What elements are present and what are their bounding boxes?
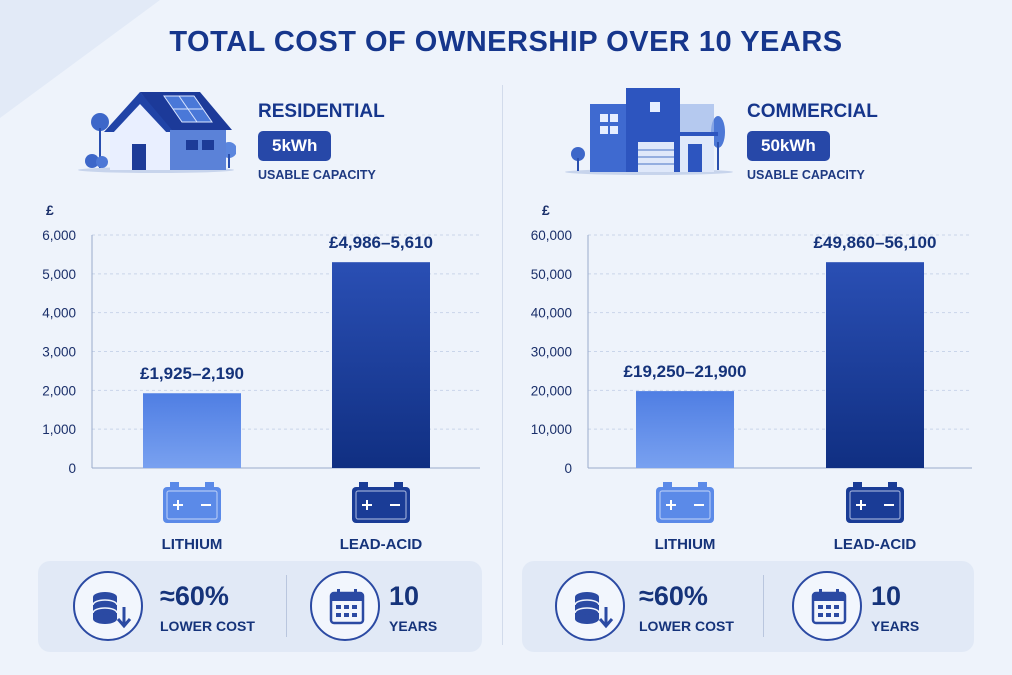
calendar-icon <box>792 571 862 641</box>
y-tick-label: 2,000 <box>42 383 76 398</box>
bar-lead-acid <box>826 262 924 468</box>
y-axis-unit-label: £ <box>542 202 550 218</box>
commercial-cost-chart: £0 10,000 20,000 30,000 40,000 50,000 60,000 £1… <box>531 202 972 553</box>
bar-data-label: £49,860–56,100 <box>814 233 937 252</box>
y-tick-label: 60,000 <box>531 228 572 243</box>
stats-card: ≈60% LOWER COST 10 YEARS <box>522 561 974 652</box>
card-separator <box>763 575 764 637</box>
segment-title: RESIDENTIAL <box>258 101 385 122</box>
battery-icon <box>163 482 221 523</box>
stat-years-value: 10 <box>871 581 902 611</box>
bar-data-label: £4,986–5,610 <box>329 233 433 252</box>
y-tick-label: 20,000 <box>531 383 572 398</box>
category-label: LEAD-ACID <box>834 536 917 553</box>
stat-lower-cost-value: ≈60% <box>160 581 229 611</box>
y-tick-label: 50,000 <box>531 267 572 282</box>
coins-down-arrow-icon <box>555 571 625 641</box>
capacity-badge: 5kWh <box>258 131 332 161</box>
stat-lower-cost-label: LOWER COST <box>639 618 734 634</box>
bar-lithium <box>636 391 734 468</box>
y-tick-label: 5,000 <box>42 267 76 282</box>
capacity-caption: USABLE CAPACITY <box>747 168 865 182</box>
y-tick-label: 6,000 <box>42 228 76 243</box>
bar-lithium <box>143 393 241 468</box>
y-tick-label: 0 <box>68 461 76 476</box>
commercial-building-icon <box>565 88 733 175</box>
corner-decoration <box>0 0 160 118</box>
category-label: LITHIUM <box>162 536 223 553</box>
panel-divider <box>502 85 503 645</box>
y-tick-label: 4,000 <box>42 306 76 321</box>
battery-icon <box>352 482 410 523</box>
house-with-solar-panels-icon <box>78 92 236 173</box>
calendar-icon <box>310 571 380 641</box>
commercial-panel: COMMERCIAL 50kWh USABLE CAPACITY £0 10,00… <box>510 0 1010 675</box>
battery-icon <box>846 482 904 523</box>
capacity-badge: 50kWh <box>747 131 830 161</box>
y-tick-label: 10,000 <box>531 422 572 437</box>
stat-years-label: YEARS <box>389 618 438 634</box>
stat-years-label: YEARS <box>871 618 920 634</box>
bar-data-label: £19,250–21,900 <box>624 362 747 381</box>
y-tick-label: 3,000 <box>42 345 76 360</box>
bar-data-label: £1,925–2,190 <box>140 364 244 383</box>
stats-card: ≈60% LOWER COST 10 YEARS <box>38 561 482 652</box>
capacity-caption: USABLE CAPACITY <box>258 168 376 182</box>
y-tick-label: 30,000 <box>531 345 572 360</box>
stat-years-value: 10 <box>389 581 420 611</box>
y-tick-label: 0 <box>564 461 572 476</box>
bar-lead-acid <box>332 262 430 468</box>
card-separator <box>286 575 287 637</box>
category-label: LEAD-ACID <box>340 536 423 553</box>
y-tick-label: 40,000 <box>531 306 572 321</box>
battery-icon <box>656 482 714 523</box>
stat-lower-cost-label: LOWER COST <box>160 618 255 634</box>
y-axis-unit-label: £ <box>46 202 54 218</box>
residential-panel: RESIDENTIAL 5kWh USABLE CAPACITY £0 1,000… <box>0 0 500 675</box>
segment-title: COMMERCIAL <box>747 101 878 122</box>
stat-lower-cost-value: ≈60% <box>639 581 708 611</box>
category-label: LITHIUM <box>655 536 716 553</box>
coins-down-arrow-icon <box>73 571 143 641</box>
residential-cost-chart: £0 1,000 2,000 3,000 4,000 5,000 6,000 £1,925–2… <box>42 202 480 553</box>
y-tick-label: 1,000 <box>42 422 76 437</box>
page-title: TOTAL COST OF OWNERSHIP OVER 10 YEARS <box>169 26 843 58</box>
